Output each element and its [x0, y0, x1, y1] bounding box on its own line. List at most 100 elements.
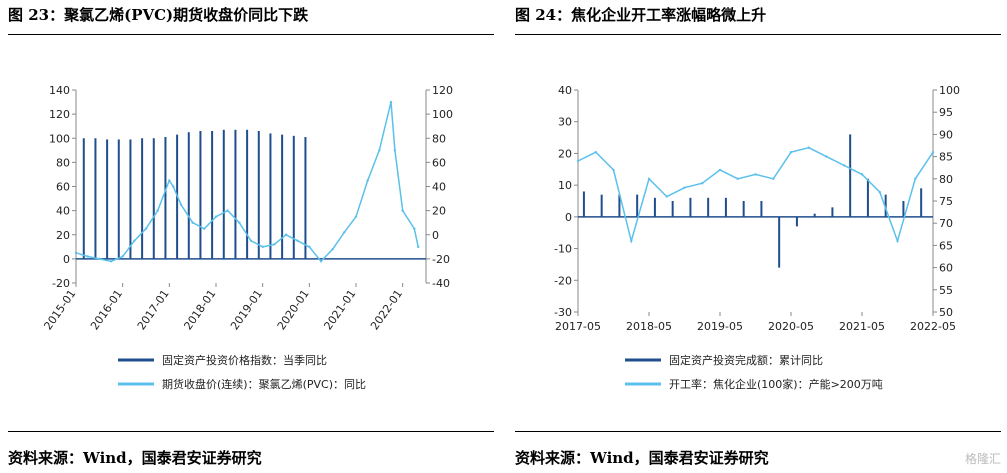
y-right-tick-label: 60 [432, 156, 446, 169]
bar-mark [795, 216, 798, 227]
line-point [238, 221, 241, 224]
x-tick-label: 2019-05 [697, 320, 743, 333]
bar-mark [129, 139, 132, 259]
line-point [754, 173, 757, 176]
left-figure-title: 图 23：聚氯乙烯(PVC)期货收盘价同比下跌 [8, 6, 309, 24]
line-point [319, 260, 323, 263]
y-right-tick-label: 120 [432, 84, 453, 97]
right-title-rule [515, 34, 1001, 35]
bar-mark [582, 191, 585, 217]
y-right-tick-label: 95 [939, 106, 953, 119]
line-point [354, 215, 358, 218]
bar-mark [257, 131, 260, 259]
line-point [413, 227, 416, 230]
y-right-tick-label: -40 [432, 277, 450, 290]
line-point [594, 150, 597, 154]
bar-mark [778, 216, 781, 268]
line-point [701, 182, 704, 185]
bar-mark [304, 137, 307, 259]
line-point [273, 243, 276, 246]
line-series-path [577, 146, 934, 244]
left-source-rule [8, 431, 494, 432]
line-point [296, 239, 299, 242]
legend-label-line: 开工率：焦化企业(100家)：产能>200万吨 [669, 377, 883, 391]
legend-label-bar: 固定资产投资完成额：累计同比 [669, 353, 823, 367]
line-point [393, 149, 397, 152]
x-tick-label: 2019-01 [228, 287, 265, 332]
line-point [133, 239, 136, 242]
bar-mark [141, 138, 144, 259]
line-point [843, 164, 846, 167]
line-point [389, 100, 393, 104]
y-right-tick-label: -20 [432, 253, 450, 266]
y-right-tick-label: 40 [432, 181, 446, 194]
right-figure-panel: 图 24：焦化企业开工率涨幅略微上升 -30 -20 -10 0 10 20 30 40 50 5… [515, 0, 1001, 473]
left-source-text: 资料来源：Wind，国泰君安证券研究 [8, 449, 262, 467]
y-right-tick-label: 100 [939, 84, 960, 97]
line-point [825, 155, 828, 158]
x-tick-label: 2017-01 [135, 287, 172, 332]
y-left-tick-label: -10 [554, 243, 572, 256]
bar-mark [760, 201, 763, 217]
bar-mark [724, 197, 727, 217]
line-point [98, 257, 101, 261]
bar-mark [600, 194, 603, 217]
watermark-logo: 格隆汇 [964, 452, 1001, 466]
y-left-tick-label: 0 [63, 253, 70, 266]
y-left-tick-label: 40 [56, 205, 70, 218]
y-right-tick-label: 90 [939, 128, 953, 141]
right-chart: -30 -20 -10 0 10 20 30 40 50 55 60 65 70 75 80 85 90 95 10… [554, 84, 960, 391]
y-left-tick-label: 0 [565, 211, 572, 224]
line-point [860, 173, 864, 176]
bar-mark [636, 194, 639, 217]
legend-label-bar: 固定资产投资价格指数：当季同比 [162, 353, 327, 367]
bar-mark [866, 178, 869, 217]
line-point [718, 168, 722, 172]
bar-mark [187, 132, 190, 259]
line-point [401, 209, 404, 212]
line-point [109, 260, 113, 263]
line-point [343, 231, 346, 234]
line-point [878, 190, 881, 194]
line-point [179, 203, 183, 206]
line-point [736, 177, 739, 180]
bar-mark [222, 129, 225, 259]
bar-mark [292, 135, 295, 259]
bar-mark [117, 139, 120, 259]
x-tick-label: 2021-05 [839, 320, 885, 333]
bar-mark [106, 139, 109, 259]
y-left-tick-label: -20 [52, 277, 70, 290]
bar-mark [671, 201, 674, 217]
y-right-tick-label: 65 [939, 239, 953, 252]
line-point [203, 227, 206, 230]
y-left-tick-label: 120 [49, 108, 70, 121]
bar-mark [813, 213, 816, 217]
bar-mark [269, 133, 272, 259]
y-right-tick-label: 80 [939, 173, 953, 186]
y-left-tick-label: -30 [554, 306, 572, 319]
line-point [284, 233, 288, 236]
bar-mark [164, 137, 167, 259]
line-point [612, 168, 615, 172]
x-tick-label: 2022-01 [368, 287, 405, 332]
left-chart: -20 0 20 40 60 80 100 120 140 -40 -20 0 20 40 60 80 100 1… [41, 84, 453, 391]
y-right-tick-label: 85 [939, 151, 953, 164]
y-left-tick-label: 40 [558, 84, 572, 97]
y-right-tick-label: 20 [432, 205, 446, 218]
bar-mark [689, 197, 692, 217]
line-point [576, 159, 580, 163]
line-point [647, 177, 651, 180]
line-point [172, 185, 175, 188]
y-right-tick-label: 0 [432, 229, 439, 242]
line-point [630, 239, 633, 243]
y-right-tick-label: 55 [939, 284, 953, 297]
line-point [772, 177, 775, 180]
y-right-tick-label: 80 [432, 132, 446, 145]
x-tick-label: 2017-05 [555, 320, 601, 333]
bar-mark [234, 129, 237, 259]
y-right-tick-label: 70 [939, 217, 953, 230]
bar-mark [831, 207, 834, 217]
y-left-tick-label: 100 [49, 132, 70, 145]
bar-mark [211, 131, 214, 259]
line-point [807, 146, 810, 149]
